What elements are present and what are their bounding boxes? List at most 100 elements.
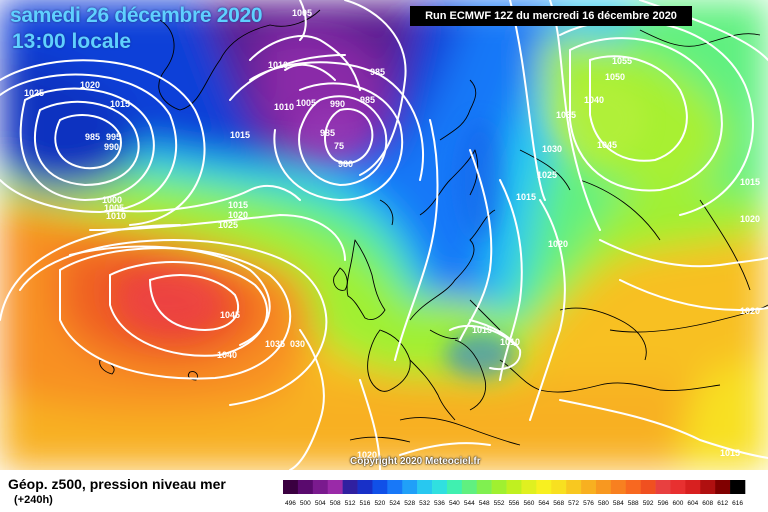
scale-swatch [581, 480, 597, 494]
isobar-label: 1035 [265, 339, 285, 349]
scale-swatch [566, 480, 582, 494]
scale-swatch [670, 480, 686, 494]
isobar-label: 1015 [720, 448, 740, 458]
scale-tick-label: 580 [598, 500, 609, 507]
isobar-label: 1020 [80, 80, 100, 90]
scale-tick-label: 524 [389, 500, 400, 507]
copyright-notice: Copyright 2020 Meteociel.fr [350, 456, 481, 467]
isobar-label: 1010 [268, 60, 288, 70]
scale-swatch [327, 480, 343, 494]
scale-swatch [446, 480, 463, 494]
scale-tick-label: 576 [583, 500, 594, 507]
scale-swatch [283, 480, 299, 494]
isobar-label: 990 [330, 99, 345, 109]
scale-swatch [595, 480, 612, 494]
scale-tick-label: 496 [285, 500, 296, 507]
isobar-label: 1005 [292, 8, 312, 18]
scale-swatch [700, 480, 716, 494]
scale-tick-label: 588 [628, 500, 639, 507]
scale-tick-label: 500 [300, 500, 311, 507]
scale-tick-label: 528 [404, 500, 415, 507]
isobar-label: 1040 [217, 350, 237, 360]
isobar-label: 1025 [24, 88, 44, 98]
scale-tick-label: 612 [717, 500, 728, 507]
scale-tick-label: 564 [538, 500, 549, 507]
isobar-label: 75 [334, 141, 344, 151]
scale-tick-label: 508 [330, 500, 341, 507]
scale-tick-label: 552 [494, 500, 505, 507]
scale-tick-label: 600 [673, 500, 684, 507]
scale-swatch [551, 480, 567, 494]
isobar-label: 1015 [228, 200, 248, 210]
isobar-label: 1035 [556, 110, 576, 120]
isobar-label: 1025 [218, 220, 238, 230]
scale-tick-label: 520 [374, 500, 385, 507]
isobar-label: 030 [290, 339, 305, 349]
scale-swatch [297, 480, 314, 494]
isobar-label: 1020 [357, 450, 377, 460]
scale-tick-label: 592 [643, 500, 654, 507]
scale-swatch [432, 480, 448, 494]
scale-tick-label: 504 [315, 500, 326, 507]
isobar-label: 1015 [740, 177, 760, 187]
scale-tick-label: 540 [449, 500, 460, 507]
isobar-label: 1045 [220, 310, 240, 320]
isobar-label: 1005 [104, 203, 124, 213]
scale-swatch [402, 480, 418, 494]
isobar-label: 1055 [612, 56, 632, 66]
scale-swatch [625, 480, 641, 494]
scale-tick-label: 516 [360, 500, 371, 507]
isobar-label: 1010 [274, 102, 294, 112]
scale-swatch [417, 480, 433, 494]
scale-swatch [342, 480, 358, 494]
scale-tick-label: 584 [613, 500, 624, 507]
model-run-info: Run ECMWF 12Z du mercredi 16 décembre 20… [410, 6, 692, 26]
scale-swatch [640, 480, 656, 494]
isobar-label: 1015 [110, 99, 130, 109]
scale-swatch [536, 480, 552, 494]
scale-swatch [461, 480, 478, 494]
scale-swatch [387, 480, 403, 494]
isobar-label: 1015 [230, 130, 250, 140]
scale-swatch [655, 480, 671, 494]
scale-swatch [476, 480, 492, 494]
scale-swatch [357, 480, 373, 494]
scale-tick-label: 556 [509, 500, 520, 507]
isobar-label: 1020 [740, 214, 760, 224]
scale-swatch [312, 480, 329, 494]
scale-tick-label: 536 [434, 500, 445, 507]
isobar-labels: 1005 1010 985 985 1010 1005 990 985 75 9… [24, 8, 760, 460]
isobar-label: 1000 [102, 195, 122, 205]
scale-tick-label: 548 [479, 500, 490, 507]
isobar-label: 995 [106, 132, 121, 142]
isobar-label: 1010 [500, 337, 520, 347]
scale-swatch [730, 480, 746, 494]
isobar-label: 1030 [542, 144, 562, 154]
scale-tick-label: 560 [523, 500, 534, 507]
isobar-label: 1045 [597, 140, 617, 150]
color-scale: 496 500 504 508 512 516 520 524 528 532 536 540 544 5… [283, 480, 746, 507]
scale-tick-label: 544 [464, 500, 475, 507]
forecast-time: 13:00 locale [12, 30, 132, 53]
isobar-label: 1025 [537, 170, 557, 180]
scale-tick-label: 512 [345, 500, 356, 507]
scale-swatch [491, 480, 507, 494]
scale-tick-label: 596 [658, 500, 669, 507]
geopotential-map: 1005 1010 985 985 1010 1005 990 985 75 9… [0, 0, 768, 470]
scale-swatch [521, 480, 537, 494]
scale-swatch [506, 480, 522, 494]
isobar-label: 985 [85, 132, 100, 142]
isobar-label: 1015 [472, 325, 492, 335]
isobar-label: 1010 [106, 211, 126, 221]
isobars [0, 0, 768, 470]
legend-subtitle: (+240h) [14, 494, 53, 506]
isobar-label: 980 [338, 159, 353, 169]
isobar-label: 985 [360, 95, 375, 105]
isobar-label: 990 [104, 142, 119, 152]
scale-tick-label: 568 [553, 500, 564, 507]
scale-swatch [685, 480, 701, 494]
isobar-label: 985 [320, 128, 335, 138]
legend-title: Géop. z500, pression niveau mer [8, 476, 226, 492]
isobar-label: 1020 [548, 239, 568, 249]
